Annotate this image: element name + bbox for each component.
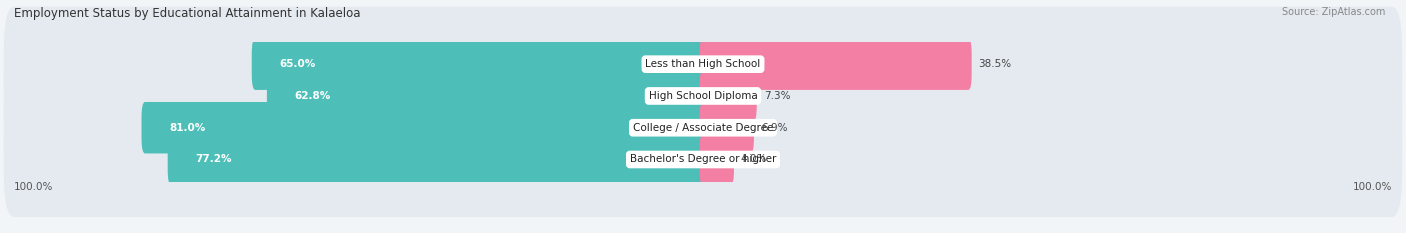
FancyBboxPatch shape [4, 70, 1402, 185]
FancyBboxPatch shape [700, 38, 972, 90]
Text: 38.5%: 38.5% [979, 59, 1012, 69]
Text: 62.8%: 62.8% [294, 91, 330, 101]
Text: 100.0%: 100.0% [1353, 182, 1392, 192]
FancyBboxPatch shape [267, 70, 706, 122]
FancyBboxPatch shape [167, 134, 706, 185]
Text: 77.2%: 77.2% [195, 154, 232, 164]
Text: College / Associate Degree: College / Associate Degree [633, 123, 773, 133]
FancyBboxPatch shape [142, 102, 706, 154]
FancyBboxPatch shape [700, 134, 734, 185]
Text: High School Diploma: High School Diploma [648, 91, 758, 101]
Text: 81.0%: 81.0% [169, 123, 205, 133]
Text: 4.0%: 4.0% [741, 154, 768, 164]
Text: Employment Status by Educational Attainment in Kalaeloa: Employment Status by Educational Attainm… [14, 7, 360, 20]
FancyBboxPatch shape [700, 102, 754, 154]
FancyBboxPatch shape [4, 38, 1402, 154]
FancyBboxPatch shape [252, 38, 706, 90]
Text: 7.3%: 7.3% [763, 91, 790, 101]
FancyBboxPatch shape [4, 102, 1402, 217]
Text: Bachelor's Degree or higher: Bachelor's Degree or higher [630, 154, 776, 164]
FancyBboxPatch shape [700, 70, 756, 122]
Text: Less than High School: Less than High School [645, 59, 761, 69]
Text: 65.0%: 65.0% [280, 59, 315, 69]
Text: Source: ZipAtlas.com: Source: ZipAtlas.com [1281, 7, 1385, 17]
Text: 100.0%: 100.0% [14, 182, 53, 192]
FancyBboxPatch shape [4, 7, 1402, 122]
Text: 6.9%: 6.9% [761, 123, 787, 133]
